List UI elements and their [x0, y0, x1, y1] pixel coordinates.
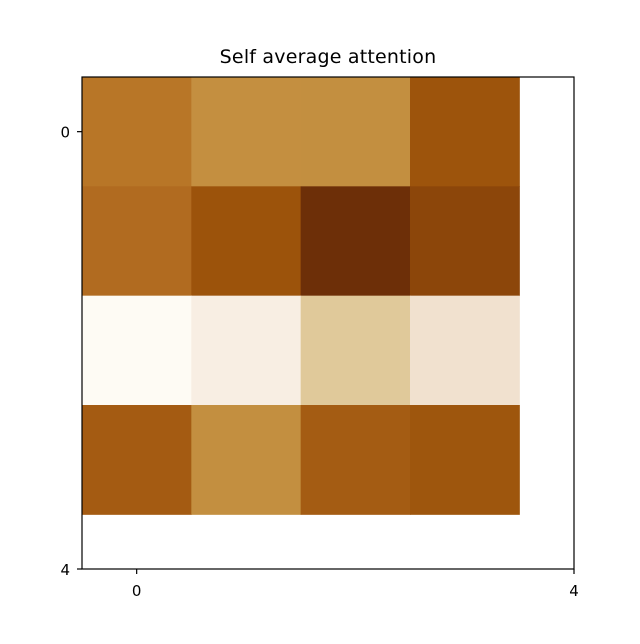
heatmap-cell-r3-c0 [82, 405, 192, 515]
heatmap-cells [82, 77, 520, 515]
heatmap-cell-r1-c2 [300, 186, 411, 297]
heatmap-cell-r1-c3 [410, 186, 520, 297]
heatmap-cell-r0-c2 [300, 77, 411, 187]
chart-axes: 0 4 0 4 [60, 76, 579, 600]
heatmap-cell-r0-c3 [410, 77, 520, 187]
y-tick-label-4: 4 [60, 561, 70, 579]
y-tick-label-0: 0 [60, 124, 70, 142]
heatmap-cell-r3-c1 [191, 405, 302, 515]
chart-title: Self average attention [219, 46, 437, 68]
heatmap-cell-r1-c1 [191, 186, 302, 297]
heatmap-cell-r0-c1 [191, 77, 302, 187]
x-tick-label-4: 4 [569, 582, 579, 600]
heatmap-cell-r3-c2 [300, 405, 411, 515]
x-tick-label-0: 0 [132, 582, 142, 600]
heatmap-cell-r0-c0 [82, 77, 192, 187]
heatmap-cell-r2-c2 [300, 295, 411, 406]
plot-frame [81, 76, 575, 570]
heatmap-cell-r2-c0 [82, 295, 192, 406]
heatmap-cell-r2-c3 [410, 295, 520, 406]
heatmap-cell-r2-c1 [191, 295, 302, 406]
heatmap-cell-r3-c3 [410, 405, 520, 515]
heatmap-cell-r1-c0 [82, 186, 192, 297]
